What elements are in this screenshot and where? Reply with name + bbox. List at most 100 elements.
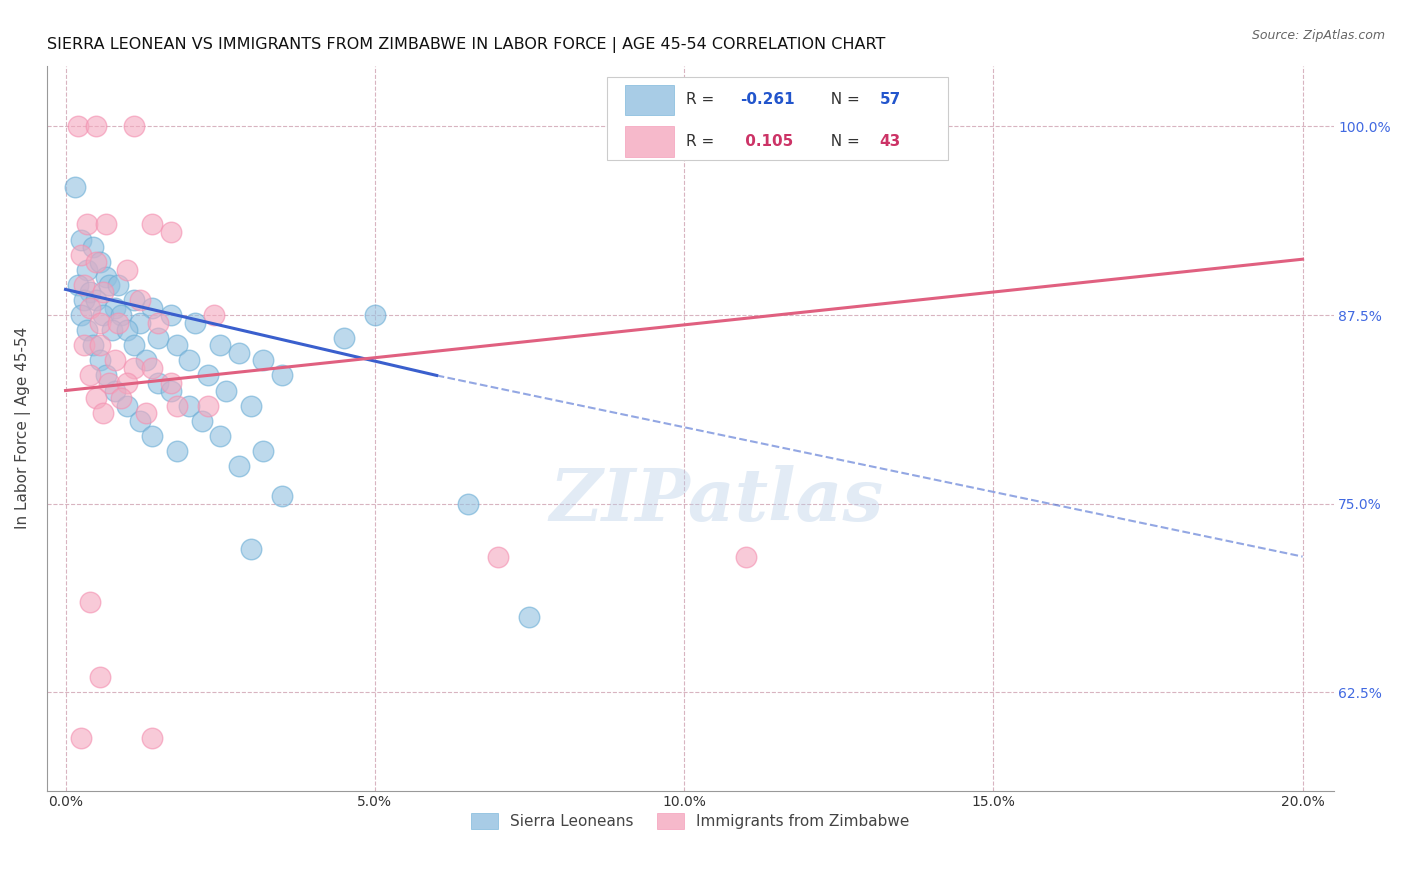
Text: 57: 57 xyxy=(879,92,901,107)
Text: R =: R = xyxy=(686,92,720,107)
Point xyxy=(190,414,212,428)
Point xyxy=(91,285,114,300)
Point xyxy=(184,316,207,330)
Point xyxy=(166,399,188,413)
Point xyxy=(333,331,356,345)
Point xyxy=(457,497,479,511)
Point xyxy=(101,323,124,337)
Point xyxy=(488,549,510,564)
Point xyxy=(117,323,139,337)
Point xyxy=(228,346,250,360)
Point xyxy=(107,316,129,330)
Point xyxy=(97,376,120,390)
Point xyxy=(519,610,541,624)
Point xyxy=(117,376,139,390)
Point xyxy=(79,285,101,300)
Point xyxy=(82,338,104,352)
Point xyxy=(159,384,181,398)
Point xyxy=(859,120,882,134)
Point xyxy=(209,338,232,352)
Point xyxy=(122,338,145,352)
Point xyxy=(735,549,758,564)
Text: 0.105: 0.105 xyxy=(741,134,793,149)
Point xyxy=(73,277,96,292)
Point xyxy=(104,384,127,398)
Point xyxy=(107,277,129,292)
Point xyxy=(148,376,170,390)
Point xyxy=(79,368,101,383)
Point xyxy=(271,368,294,383)
Point xyxy=(159,376,181,390)
Point xyxy=(76,218,98,232)
Point xyxy=(73,293,96,307)
Point xyxy=(79,301,101,315)
Point xyxy=(110,391,132,405)
Point xyxy=(166,338,188,352)
Text: N =: N = xyxy=(821,92,865,107)
Point xyxy=(70,233,93,247)
Point xyxy=(63,179,86,194)
Point xyxy=(70,308,93,322)
Point xyxy=(240,399,263,413)
Point xyxy=(128,414,150,428)
Point xyxy=(228,458,250,473)
Point xyxy=(94,218,117,232)
Text: -0.261: -0.261 xyxy=(741,92,794,107)
Text: R =: R = xyxy=(686,134,720,149)
Point xyxy=(89,353,111,368)
Point xyxy=(89,255,111,269)
Point xyxy=(148,331,170,345)
Point xyxy=(117,262,139,277)
FancyBboxPatch shape xyxy=(606,77,948,161)
Text: SIERRA LEONEAN VS IMMIGRANTS FROM ZIMBABWE IN LABOR FORCE | AGE 45-54 CORRELATIO: SIERRA LEONEAN VS IMMIGRANTS FROM ZIMBAB… xyxy=(46,37,886,54)
Text: Source: ZipAtlas.com: Source: ZipAtlas.com xyxy=(1251,29,1385,42)
Point xyxy=(110,308,132,322)
Point xyxy=(252,444,274,458)
Point xyxy=(141,731,163,745)
Point xyxy=(70,248,93,262)
Point xyxy=(209,429,232,443)
Point xyxy=(66,277,89,292)
Point xyxy=(141,429,163,443)
Point xyxy=(197,368,219,383)
Point xyxy=(252,353,274,368)
Point xyxy=(141,360,163,375)
Point xyxy=(117,399,139,413)
Point xyxy=(240,542,263,557)
Point xyxy=(86,293,108,307)
FancyBboxPatch shape xyxy=(624,85,673,115)
Point xyxy=(122,360,145,375)
Point xyxy=(86,255,108,269)
Point xyxy=(364,308,387,322)
Point xyxy=(104,301,127,315)
Point xyxy=(159,308,181,322)
Text: 43: 43 xyxy=(879,134,901,149)
Point xyxy=(122,293,145,307)
Point xyxy=(104,353,127,368)
Point xyxy=(179,399,201,413)
Point xyxy=(128,316,150,330)
Point xyxy=(141,301,163,315)
Point xyxy=(135,353,157,368)
Point xyxy=(141,218,163,232)
Point xyxy=(202,308,225,322)
Point xyxy=(89,670,111,684)
Point xyxy=(215,384,238,398)
Point xyxy=(97,277,120,292)
Point xyxy=(148,316,170,330)
Point xyxy=(122,120,145,134)
Point xyxy=(70,731,93,745)
Point xyxy=(166,444,188,458)
Point xyxy=(91,406,114,420)
Text: ZIPatlas: ZIPatlas xyxy=(548,466,883,536)
Point xyxy=(135,406,157,420)
Point xyxy=(82,240,104,254)
Point xyxy=(91,308,114,322)
Point xyxy=(94,368,117,383)
Point xyxy=(179,353,201,368)
Legend: Sierra Leoneans, Immigrants from Zimbabwe: Sierra Leoneans, Immigrants from Zimbabw… xyxy=(464,807,915,835)
Point xyxy=(271,489,294,503)
Point xyxy=(73,338,96,352)
Point xyxy=(86,120,108,134)
Point xyxy=(89,316,111,330)
